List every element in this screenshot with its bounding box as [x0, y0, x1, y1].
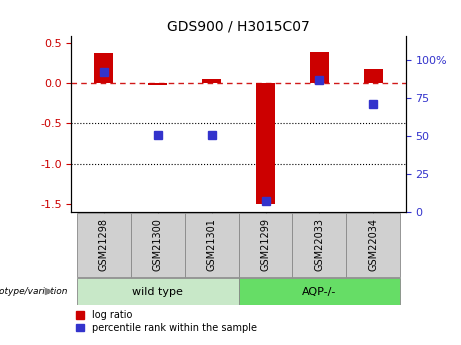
FancyBboxPatch shape — [239, 213, 292, 277]
Bar — [364, 69, 383, 83]
Text: wild type: wild type — [132, 287, 183, 296]
Text: GSM21298: GSM21298 — [99, 218, 109, 272]
Text: AQP-/-: AQP-/- — [302, 287, 337, 296]
Text: GSM21300: GSM21300 — [153, 218, 163, 272]
Bar — [310, 52, 329, 83]
Bar — [148, 83, 167, 85]
FancyBboxPatch shape — [292, 213, 346, 277]
FancyBboxPatch shape — [77, 278, 239, 305]
FancyBboxPatch shape — [131, 213, 185, 277]
FancyBboxPatch shape — [346, 213, 400, 277]
Bar — [202, 79, 221, 83]
Text: GSM22034: GSM22034 — [368, 218, 378, 272]
Legend: log ratio, percentile rank within the sample: log ratio, percentile rank within the sa… — [77, 310, 257, 333]
Title: GDS900 / H3015C07: GDS900 / H3015C07 — [167, 20, 310, 34]
FancyBboxPatch shape — [77, 213, 131, 277]
Text: genotype/variation: genotype/variation — [0, 287, 68, 296]
Text: GSM22033: GSM22033 — [314, 218, 325, 272]
FancyBboxPatch shape — [239, 278, 400, 305]
Bar — [256, 83, 275, 204]
FancyBboxPatch shape — [185, 213, 239, 277]
Text: GSM21301: GSM21301 — [207, 218, 217, 272]
Text: GSM21299: GSM21299 — [260, 218, 271, 272]
Bar — [95, 53, 113, 83]
